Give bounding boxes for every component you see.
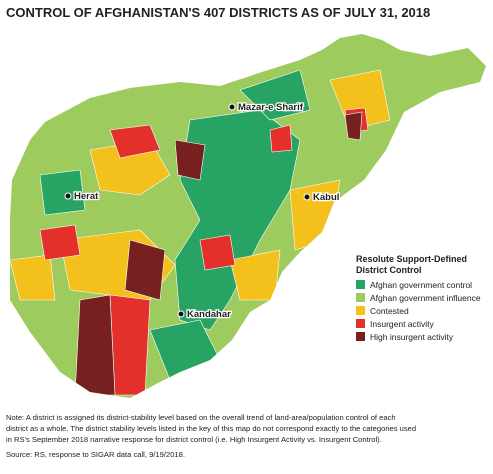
district-area	[239, 69, 311, 121]
legend-swatch	[356, 332, 365, 341]
district-area	[174, 109, 301, 331]
district-area	[74, 294, 116, 396]
legend-label: Afghan government influence	[370, 293, 481, 303]
district-area	[289, 179, 341, 251]
legend-swatch	[356, 293, 365, 302]
district-area	[109, 124, 161, 159]
legend-label: Insurgent activity	[370, 319, 435, 329]
city-label: Kandahar	[187, 309, 231, 320]
district-area	[199, 234, 236, 271]
legend-title: Resolute Support-Defined	[356, 254, 467, 264]
legend-swatch	[356, 306, 365, 315]
district-area	[39, 169, 86, 216]
city-label: Herat	[74, 191, 99, 202]
map-title: CONTROL OF AFGHANISTAN'S 407 DISTRICTS A…	[6, 5, 430, 20]
district-area	[124, 239, 166, 301]
district-map	[10, 34, 486, 398]
district-area	[344, 111, 363, 141]
district-area	[269, 124, 293, 153]
legend-title: District Control	[356, 265, 422, 275]
legend-label: Afghan government control	[370, 280, 472, 290]
city-label: Mazar-e Sharif	[238, 102, 304, 113]
district-area	[39, 224, 81, 261]
city-label: Kabul	[313, 192, 339, 203]
legend-label: Contested	[370, 306, 409, 316]
note: in RS's September 2018 narrative respons…	[6, 435, 382, 444]
city-dot	[303, 193, 311, 201]
district-area	[10, 254, 56, 301]
legend: Resolute Support-Defined District Contro…	[356, 254, 481, 342]
legend-label: High insurgent activity	[370, 332, 454, 342]
city-dot	[64, 192, 72, 200]
note: Note: A district is assigned its distric…	[6, 413, 396, 422]
source: Source: RS, response to SIGAR data call,…	[6, 450, 185, 459]
city-dot	[228, 103, 236, 111]
cities: Mazar-e Sharif Herat Kabul Kandahar	[64, 101, 341, 321]
note: district as a whole. The district stabil…	[6, 424, 416, 433]
district-area	[174, 139, 206, 181]
legend-swatch	[356, 280, 365, 289]
city-dot	[177, 310, 185, 318]
legend-swatch	[356, 319, 365, 328]
district-area	[109, 294, 151, 396]
